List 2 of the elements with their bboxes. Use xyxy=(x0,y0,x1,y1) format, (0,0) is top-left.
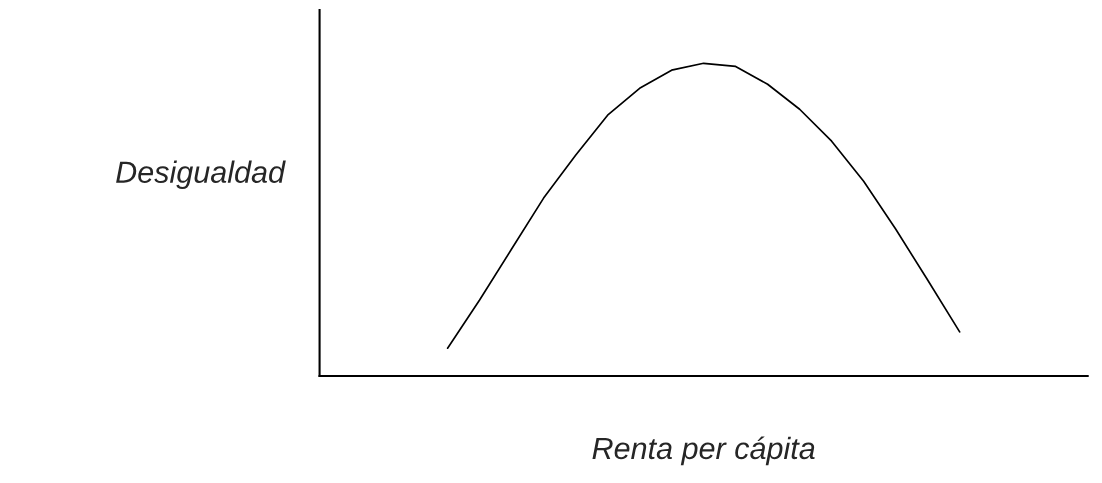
x-axis-title: Renta per cápita xyxy=(592,436,815,466)
y-axis-title: Desigualdad xyxy=(116,160,286,190)
